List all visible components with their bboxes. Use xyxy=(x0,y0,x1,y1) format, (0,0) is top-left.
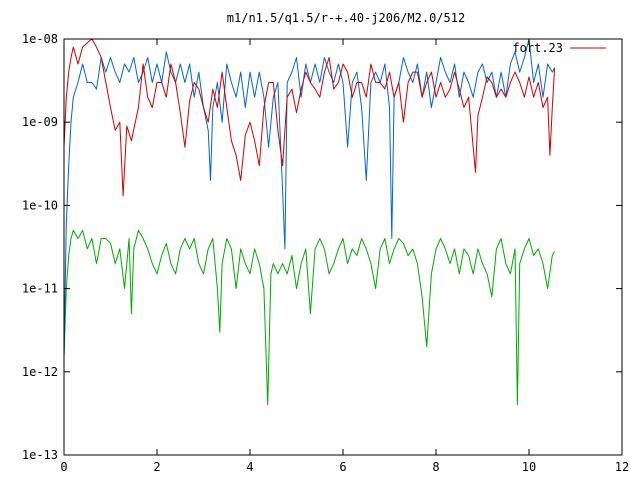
axis-layer: 0 2 4 6 8 10 12 1e-13 1e-12 1e-11 1e-10 1e-09 1e-08 xyxy=(22,32,629,474)
x-tick-label: 0 xyxy=(60,460,67,474)
x-tick-label: 2 xyxy=(153,460,160,474)
legend-label: fort.23 xyxy=(512,41,563,55)
series-layer xyxy=(63,38,556,406)
y-tick-label: 1e-13 xyxy=(22,448,58,462)
y-tick-label: 1e-12 xyxy=(22,365,58,379)
x-tick-label: 8 xyxy=(432,460,439,474)
y-tick-label: 1e-09 xyxy=(22,115,58,129)
y-tick-label: 1e-08 xyxy=(22,32,58,46)
x-tick-label: 4 xyxy=(246,460,253,474)
y-tick-label: 1e-10 xyxy=(22,198,58,212)
x-tick-label: 10 xyxy=(522,460,536,474)
x-tick-label: 12 xyxy=(615,460,629,474)
chart-title: m1/n1.5/q1.5/r-+.40-j206/M2.0/512 xyxy=(227,11,465,25)
series-line-1 xyxy=(63,38,556,197)
series-line-3 xyxy=(63,229,556,406)
legend: fort.23 xyxy=(512,41,606,55)
y-tick-label: 1e-11 xyxy=(22,282,58,296)
x-tick-label: 6 xyxy=(339,460,346,474)
